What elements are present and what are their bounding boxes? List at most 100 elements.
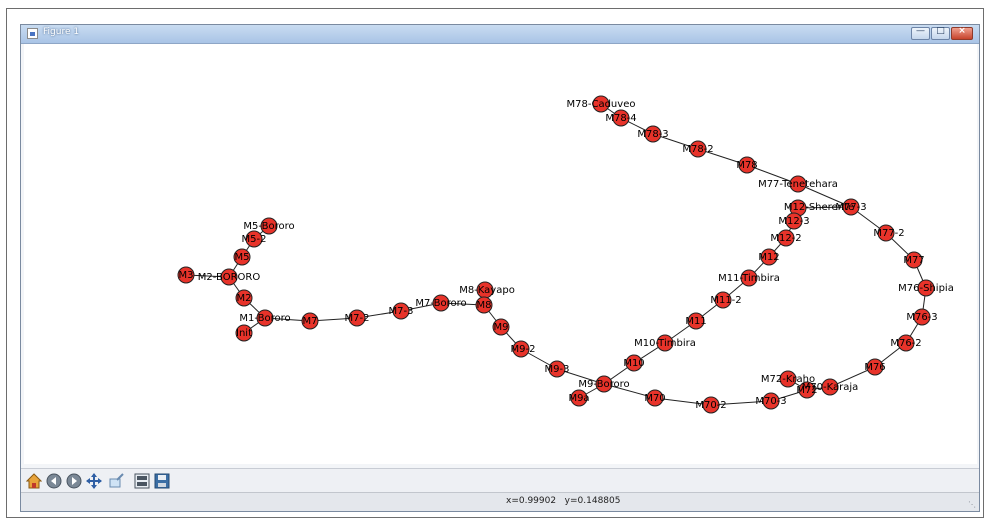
node-label: M9-2 bbox=[511, 344, 536, 355]
graph-node[interactable] bbox=[646, 389, 664, 407]
graph-node[interactable] bbox=[702, 396, 720, 414]
cursor-coordinates: x=0.99902 y=0.148805 bbox=[506, 496, 621, 506]
graph-node[interactable] bbox=[235, 324, 253, 342]
graph-node[interactable] bbox=[913, 308, 931, 326]
node-label: M78-4 bbox=[605, 113, 636, 124]
graph-node[interactable] bbox=[877, 224, 895, 242]
navigation-toolbar bbox=[21, 468, 979, 493]
graph-node[interactable] bbox=[785, 212, 803, 230]
maximize-button[interactable]: □ bbox=[931, 26, 950, 40]
minimize-button[interactable]: — bbox=[911, 26, 930, 40]
node-label: M70-Karaja bbox=[802, 382, 859, 393]
node-label: M1-Bororo bbox=[239, 313, 290, 324]
minimize-icon: — bbox=[916, 26, 925, 36]
graph-node[interactable] bbox=[738, 156, 756, 174]
graph-node[interactable] bbox=[789, 175, 807, 193]
graph-node[interactable] bbox=[740, 269, 758, 287]
graph-node[interactable] bbox=[548, 360, 566, 378]
graph-node[interactable] bbox=[762, 392, 780, 410]
node-label: M9a bbox=[568, 393, 589, 404]
figure-window: Figure 1 — □ × bbox=[20, 24, 980, 512]
node-label: M70-3 bbox=[755, 396, 786, 407]
node-label: M12-3 bbox=[778, 216, 809, 227]
node-label: M8-Kayapo bbox=[459, 285, 515, 296]
graph-node[interactable] bbox=[687, 312, 705, 330]
graph-node[interactable] bbox=[475, 296, 493, 314]
node-label: M7-Bororo bbox=[415, 298, 466, 309]
graph-node[interactable] bbox=[905, 251, 923, 269]
node-label: M77-2 bbox=[873, 228, 904, 239]
graph-node[interactable] bbox=[301, 312, 319, 330]
graph-node[interactable] bbox=[714, 291, 732, 309]
graph-node[interactable] bbox=[656, 334, 674, 352]
title-bar[interactable]: Figure 1 — □ × bbox=[21, 25, 979, 44]
graph-node[interactable] bbox=[689, 140, 707, 158]
graph-node[interactable] bbox=[897, 334, 915, 352]
forward-icon[interactable] bbox=[66, 473, 82, 489]
graph-edge bbox=[797, 206, 852, 209]
node-label: M11 bbox=[685, 316, 706, 327]
zoom-icon[interactable] bbox=[108, 473, 124, 489]
graph-node[interactable] bbox=[798, 381, 816, 399]
node-label: M5-2 bbox=[242, 234, 267, 245]
graph-node[interactable] bbox=[777, 229, 795, 247]
graph-node[interactable] bbox=[512, 340, 530, 358]
node-labels: M78-Caduveo M78-4 M78-3 M78-2 M78 M77-Te… bbox=[179, 99, 954, 411]
graph-node[interactable] bbox=[779, 370, 797, 388]
graph-node[interactable] bbox=[821, 378, 839, 396]
plot-canvas[interactable]: M78-Caduveo M78-4 M78-3 M78-2 M78 M77-Te… bbox=[24, 44, 977, 464]
node-label: M76-3 bbox=[906, 312, 937, 323]
graph-node[interactable] bbox=[866, 358, 884, 376]
graph-node[interactable] bbox=[842, 198, 860, 216]
node-label: M10 bbox=[623, 358, 644, 369]
node-label: M72-Kraho bbox=[761, 374, 815, 385]
pan-icon[interactable] bbox=[86, 473, 102, 489]
graph-node[interactable] bbox=[220, 268, 238, 286]
node-label: M70-2 bbox=[695, 400, 726, 411]
node-label: M78-Caduveo bbox=[567, 99, 636, 110]
close-button[interactable]: × bbox=[951, 26, 973, 40]
graph-node[interactable] bbox=[432, 294, 450, 312]
graph-node[interactable] bbox=[592, 95, 610, 113]
graph-edge bbox=[746, 164, 799, 185]
resize-grip-icon[interactable]: ⋱ bbox=[968, 500, 976, 509]
status-bar: x=0.99902 y=0.148805 ⋱ bbox=[21, 492, 979, 511]
graph-node[interactable] bbox=[625, 354, 643, 372]
node-label: M76-2 bbox=[890, 338, 921, 349]
graph-node[interactable] bbox=[917, 279, 935, 297]
node-label: M72 bbox=[796, 385, 817, 396]
graph-node[interactable] bbox=[256, 309, 274, 327]
node-label: M77 bbox=[903, 255, 924, 266]
home-icon[interactable] bbox=[26, 473, 42, 489]
node-label: M77-3 bbox=[835, 202, 866, 213]
graph-edge bbox=[797, 183, 852, 208]
node-label: M2-BORORO bbox=[198, 272, 261, 283]
graph-node[interactable] bbox=[570, 389, 588, 407]
graph-node[interactable] bbox=[595, 375, 613, 393]
maximize-icon: □ bbox=[936, 26, 945, 36]
graph-node[interactable] bbox=[348, 309, 366, 327]
save-icon[interactable] bbox=[154, 473, 170, 489]
graph-node[interactable] bbox=[492, 318, 510, 336]
graph-node[interactable] bbox=[392, 302, 410, 320]
edges bbox=[185, 103, 927, 406]
subplots-icon[interactable] bbox=[134, 473, 150, 489]
graph-node[interactable] bbox=[760, 248, 778, 266]
graph-node[interactable] bbox=[260, 217, 278, 235]
back-icon[interactable] bbox=[46, 473, 62, 489]
node-label: M12-2 bbox=[770, 233, 801, 244]
node-label: M78-3 bbox=[637, 129, 668, 140]
graph-node[interactable] bbox=[235, 289, 253, 307]
node-label: M9-Bororo bbox=[578, 379, 629, 390]
figure-window-icon bbox=[27, 28, 38, 39]
graph-node[interactable] bbox=[644, 125, 662, 143]
node-label: M7-3 bbox=[389, 306, 414, 317]
graph-node[interactable] bbox=[245, 230, 263, 248]
graph-node[interactable] bbox=[233, 248, 251, 266]
node-label: M9 bbox=[494, 322, 509, 333]
graph-node[interactable] bbox=[177, 266, 195, 284]
node-label: M3 bbox=[179, 270, 194, 281]
node-label: M5-Bororo bbox=[243, 221, 294, 232]
graph-node[interactable] bbox=[612, 109, 630, 127]
window-title: Figure 1 bbox=[43, 27, 80, 37]
